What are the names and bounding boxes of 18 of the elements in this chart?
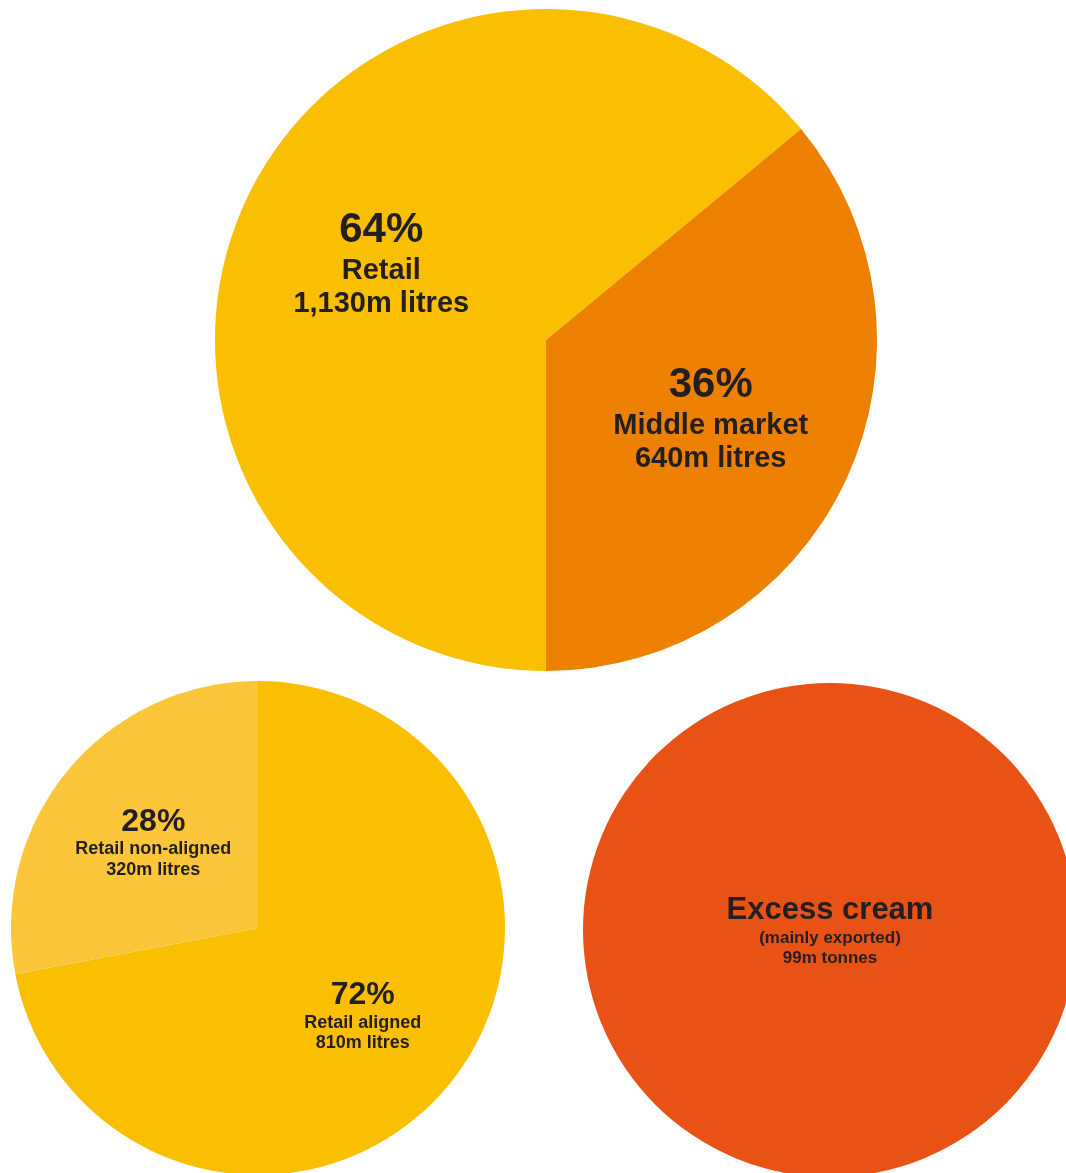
slice-label: Excess cream bbox=[726, 891, 934, 927]
slice-label: Retail aligned bbox=[304, 1011, 422, 1032]
pie-slice bbox=[11, 681, 258, 975]
pie-slice bbox=[546, 129, 877, 671]
text: 320m litres bbox=[106, 859, 201, 880]
slice-label: Retail non-aligned bbox=[75, 838, 232, 859]
data-label: 36% bbox=[668, 359, 753, 407]
slice-label: Middle market bbox=[613, 407, 809, 440]
text: (mainly exported) bbox=[759, 928, 901, 948]
data-label: 72% bbox=[330, 974, 395, 1011]
text: 99m tonnes bbox=[782, 947, 878, 967]
data-label: 28% bbox=[121, 801, 186, 838]
slice-label: Retail bbox=[341, 252, 421, 285]
text: 640m litres bbox=[634, 441, 787, 474]
text: 1,130m litres bbox=[293, 286, 470, 319]
pie-slice bbox=[15, 681, 505, 1173]
text: 810m litres bbox=[315, 1032, 410, 1053]
data-label: 64% bbox=[339, 204, 424, 252]
